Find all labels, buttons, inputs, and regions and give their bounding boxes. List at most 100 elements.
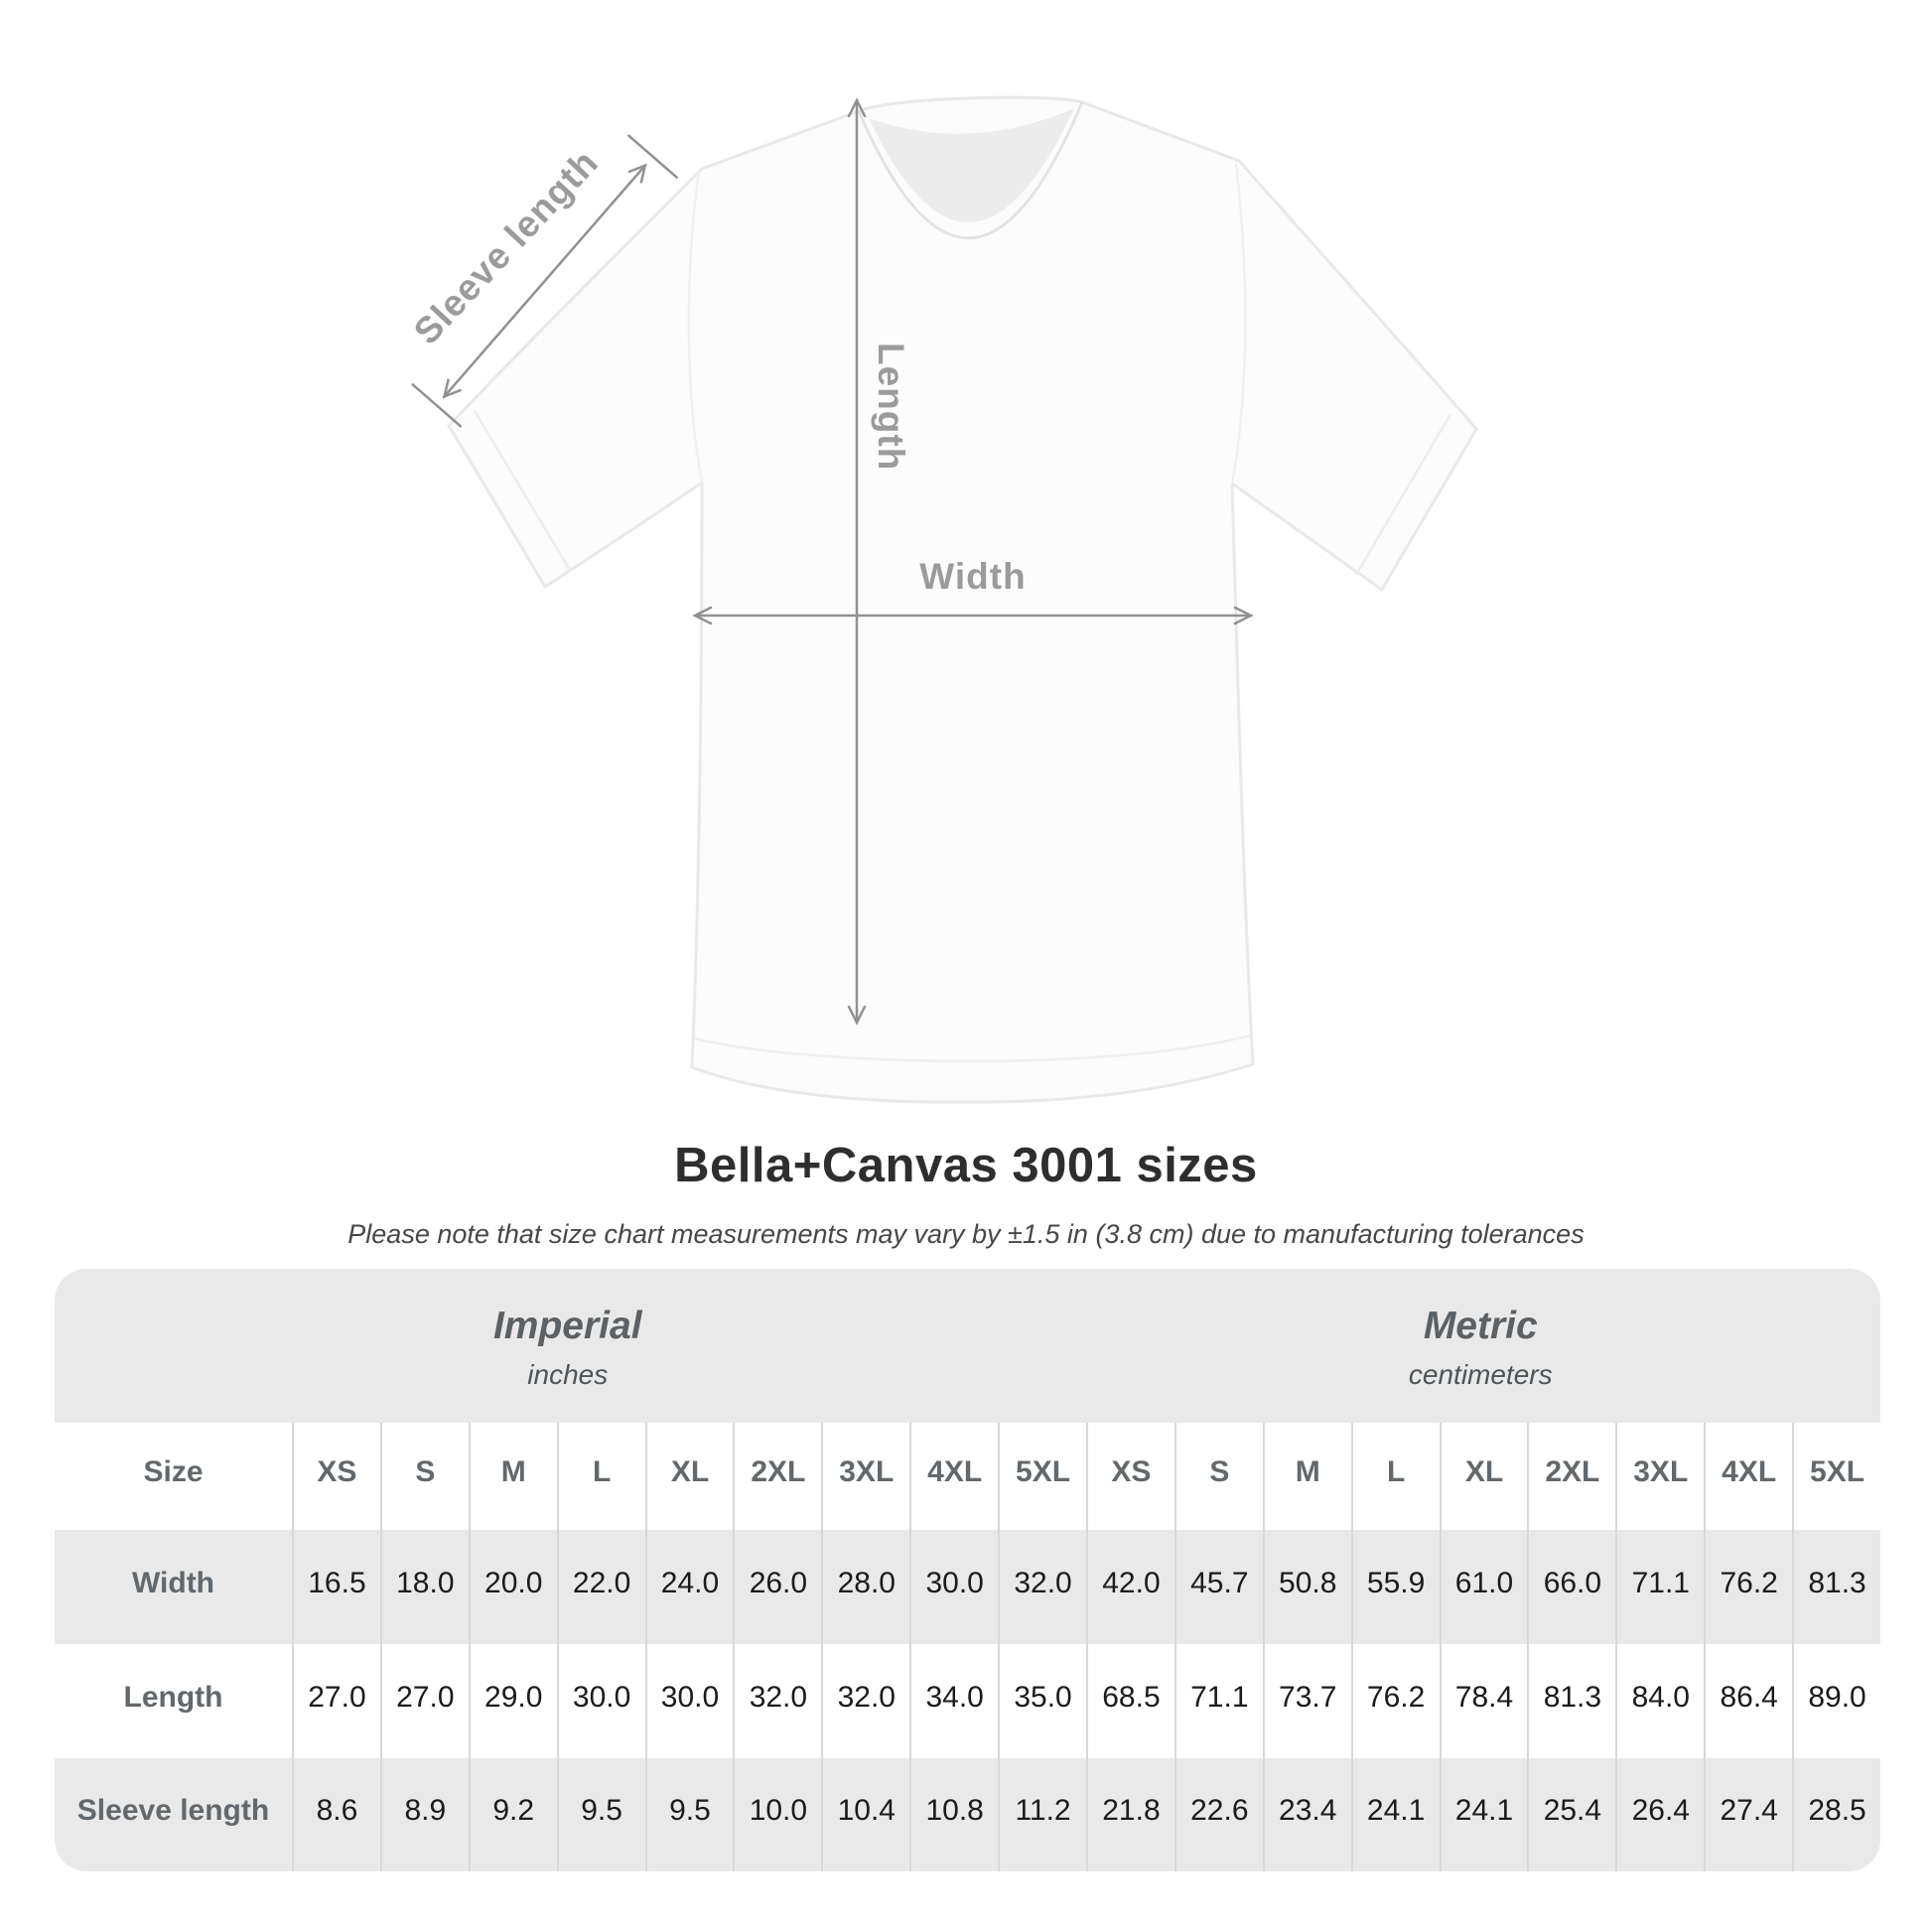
table-cell: 27.0 xyxy=(292,1644,380,1758)
length-dimension-label: Length xyxy=(871,343,911,472)
col-header-s-imperial: S xyxy=(379,1423,469,1530)
table-cell: 11.2 xyxy=(998,1758,1086,1871)
table-row: Width 16.5 18.0 20.0 22.0 24.0 26.0 28.0 30.0 32.… xyxy=(55,1530,1880,1644)
row-label-width: Width xyxy=(131,1566,215,1599)
table-cell: 86.4 xyxy=(1704,1644,1792,1758)
table-cell: 22.6 xyxy=(1173,1758,1263,1871)
table-cell: 10.8 xyxy=(909,1758,998,1871)
table-cell: 9.5 xyxy=(556,1758,645,1871)
table-cell: 26.4 xyxy=(1615,1758,1704,1871)
tshirt-shape xyxy=(447,95,1478,1104)
col-header-xs-metric: XS xyxy=(1085,1423,1174,1530)
table-row: Sleeve length 8.6 8.9 9.2 9.5 9.5 10.0 10.4 10.8… xyxy=(55,1758,1880,1871)
col-header-xs-imperial: XS xyxy=(292,1423,380,1530)
table-cell: 84.0 xyxy=(1615,1644,1704,1758)
table-cell: 81.3 xyxy=(1792,1530,1880,1644)
table-cell: 23.4 xyxy=(1262,1758,1351,1871)
unit-band: Imperial inches Metric centimeters xyxy=(55,1269,1880,1423)
right-armhole-seam xyxy=(1230,163,1247,484)
table-cell: 27.4 xyxy=(1704,1758,1792,1871)
table-cell: 9.5 xyxy=(644,1758,734,1871)
col-header-xl-metric: XL xyxy=(1439,1423,1528,1530)
row-label-length: Length xyxy=(123,1680,223,1714)
table-cell: 66.0 xyxy=(1527,1530,1615,1644)
col-header-l-metric: L xyxy=(1350,1423,1440,1530)
table-cell: 35.0 xyxy=(998,1644,1086,1758)
col-header-l-imperial: L xyxy=(556,1423,645,1530)
table-cell: 22.0 xyxy=(556,1530,645,1644)
tshirt-body xyxy=(447,95,1478,1104)
column-header-size: Size xyxy=(143,1455,204,1488)
table-cell: 32.0 xyxy=(821,1644,909,1758)
table-cell: 61.0 xyxy=(1439,1530,1528,1644)
table-cell: 32.0 xyxy=(998,1530,1086,1644)
metric-section-header: Metric centimeters xyxy=(1081,1269,1880,1423)
table-cell: 89.0 xyxy=(1792,1644,1880,1758)
left-armhole-seam xyxy=(687,170,704,483)
table-cell: 50.8 xyxy=(1262,1530,1351,1644)
dimension-lines xyxy=(411,97,1254,1026)
size-grid: Size XS S M L XL 2XL 3XL 4XL 5XL XS S M L XL 2XL 3XL 4XL 5… xyxy=(55,1423,1880,1871)
imperial-section-header: Imperial inches xyxy=(55,1269,1081,1423)
table-cell: 78.4 xyxy=(1439,1644,1528,1758)
col-header-xl-imperial: XL xyxy=(644,1423,734,1530)
table-cell: 71.1 xyxy=(1173,1644,1263,1758)
table-cell: 24.1 xyxy=(1350,1758,1440,1871)
table-cell: 71.1 xyxy=(1615,1530,1704,1644)
table-cell: 76.2 xyxy=(1350,1644,1440,1758)
col-header-4xl-imperial: 4XL xyxy=(909,1423,998,1530)
col-header-2xl-metric: 2XL xyxy=(1527,1423,1615,1530)
table-row: Length 27.0 27.0 29.0 30.0 30.0 32.0 32.0 34.0 35… xyxy=(55,1644,1880,1758)
table-cell: 68.5 xyxy=(1085,1644,1174,1758)
table-cell: 25.4 xyxy=(1527,1758,1615,1871)
table-cell: 30.0 xyxy=(909,1530,998,1644)
page-title: Bella+Canvas 3001 sizes xyxy=(674,1139,1258,1192)
imperial-title: Imperial xyxy=(492,1305,642,1347)
table-cell: 76.2 xyxy=(1704,1530,1792,1644)
size-table: Imperial inches Metric centimeters Size X… xyxy=(55,1269,1880,1871)
table-cell: 18.0 xyxy=(379,1530,469,1644)
table-cell: 26.0 xyxy=(733,1530,821,1644)
col-header-m-imperial: M xyxy=(468,1423,557,1530)
table-cell: 81.3 xyxy=(1527,1644,1615,1758)
col-header-5xl-metric: 5XL xyxy=(1792,1423,1880,1530)
col-header-s-metric: S xyxy=(1173,1423,1263,1530)
col-header-5xl-imperial: 5XL xyxy=(998,1423,1086,1530)
collar-band xyxy=(857,101,1084,240)
table-cell: 30.0 xyxy=(556,1644,645,1758)
table-cell: 20.0 xyxy=(468,1530,557,1644)
tolerance-note: Please note that size chart measurements… xyxy=(347,1219,1585,1249)
table-cell: 8.6 xyxy=(292,1758,380,1871)
table-cell: 34.0 xyxy=(909,1644,998,1758)
table-cell: 73.7 xyxy=(1262,1644,1351,1758)
table-cell: 9.2 xyxy=(468,1758,557,1871)
hem-stitch xyxy=(694,1034,1251,1063)
table-row: Size XS S M L XL 2XL 3XL 4XL 5XL XS S M L XL 2XL 3XL 4XL 5… xyxy=(55,1423,1880,1530)
table-cell: 28.0 xyxy=(821,1530,909,1644)
table-cell: 10.0 xyxy=(733,1758,821,1871)
neck-opening xyxy=(869,108,1074,223)
table-cell: 30.0 xyxy=(644,1644,734,1758)
length-arrow xyxy=(847,97,867,1026)
col-header-m-metric: M xyxy=(1262,1423,1351,1530)
table-cell: 45.7 xyxy=(1173,1530,1263,1644)
sleeve-length-arrow xyxy=(411,134,678,428)
col-header-3xl-imperial: 3XL xyxy=(821,1423,909,1530)
table-cell: 8.9 xyxy=(379,1758,469,1871)
width-arrow xyxy=(692,606,1254,625)
metric-unit: centimeters xyxy=(1408,1359,1553,1390)
table-cell: 24.0 xyxy=(644,1530,734,1644)
table-cell: 21.8 xyxy=(1085,1758,1174,1871)
row-label-sleeve-length: Sleeve length xyxy=(76,1794,270,1827)
metric-title: Metric xyxy=(1423,1305,1538,1347)
imperial-unit: inches xyxy=(527,1359,609,1390)
table-cell: 29.0 xyxy=(468,1644,557,1758)
table-cell: 32.0 xyxy=(733,1644,821,1758)
table-cell: 27.0 xyxy=(379,1644,469,1758)
col-header-4xl-metric: 4XL xyxy=(1704,1423,1792,1530)
col-header-2xl-imperial: 2XL xyxy=(733,1423,821,1530)
table-cell: 16.5 xyxy=(292,1530,380,1644)
table-cell: 28.5 xyxy=(1792,1758,1880,1871)
col-header-3xl-metric: 3XL xyxy=(1615,1423,1704,1530)
